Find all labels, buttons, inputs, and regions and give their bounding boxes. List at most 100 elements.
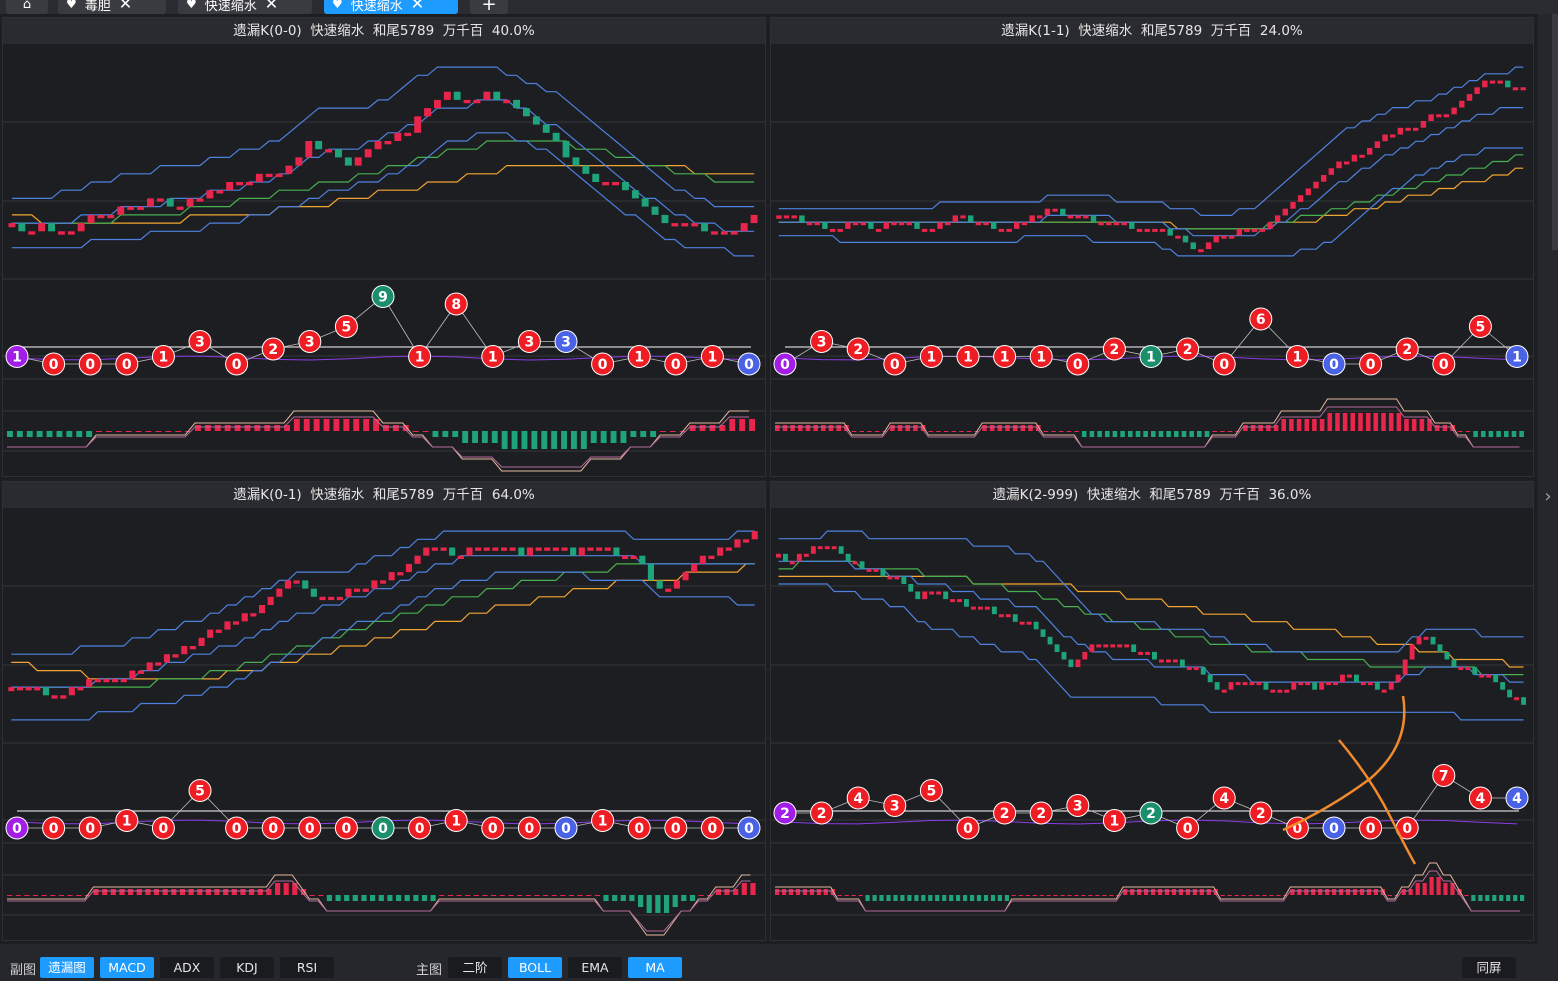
chart-canvas[interactable]: 2 2 4 3 5 0 2 2 3 1 2 0 4 2 0 0 0 0 7 4 4 [771,508,1534,941]
omission-node-value: 1 [451,814,461,830]
macd-bar [1181,431,1187,437]
candle [1167,228,1173,236]
close-icon[interactable]: ✕ [410,0,425,13]
omission-node-value: 1 [1146,350,1156,366]
candle [783,553,788,562]
candle [1374,682,1380,690]
tab-0[interactable]: ♥ 毒胆 ✕ [58,0,166,14]
sub-button-omission[interactable]: 遗漏图 [40,957,94,978]
macd-bar [482,895,488,896]
candle [1198,249,1204,253]
macd-bar [568,895,574,896]
close-icon[interactable]: ✕ [118,0,133,13]
main-button-ema[interactable]: EMA [568,957,622,978]
omission-node [956,345,980,368]
candle [975,222,982,226]
candle [1451,107,1457,115]
candle [1436,114,1442,118]
macd-bar [1381,413,1386,431]
candle [1083,215,1089,219]
candle [1014,222,1020,229]
candle [77,687,84,691]
candle [682,572,689,581]
tab-1[interactable]: ♥ 快速缩水 ✕ [178,0,312,14]
omission-node-value: 0 [12,821,22,837]
omission-node-value: 3 [817,335,827,351]
macd-bar [1457,431,1463,432]
candle [492,547,499,551]
candle [1459,100,1465,108]
add-tab-button[interactable]: + [470,0,508,14]
candle [673,580,680,589]
chart-panel-0[interactable]: 遗漏K(0-0) 快速缩水 和尾5789 万千百 40.0% 1 0 0 0 1 3 0 2 3… [2,17,766,477]
candle [302,580,309,589]
omission-node [115,352,139,376]
candle [1040,629,1046,637]
main-button-ma[interactable]: MA [628,957,682,978]
tab-2-active[interactable]: ♥ 快速缩水 ✕ [324,0,458,14]
close-icon[interactable]: ✕ [264,0,279,13]
macd-bar [921,895,926,901]
candle [1479,674,1485,678]
chart-canvas[interactable]: 1 0 0 0 1 3 0 2 3 5 9 1 8 1 3 3 0 1 0 1 0 [3,44,766,477]
candle [1005,614,1011,618]
macd-bar [638,895,644,907]
candle [224,621,231,630]
omission-node [1505,345,1529,368]
candle [1344,161,1350,165]
omission-node-value: 1 [963,350,973,366]
macd-bar [920,425,926,431]
omission-node [993,345,1017,368]
candle [665,588,672,592]
candle [1321,175,1327,182]
chart-canvas[interactable]: 0 3 2 0 1 1 1 1 0 2 1 2 0 6 1 0 0 2 0 5 1 [771,44,1534,477]
macd-bar [404,895,410,901]
candle [880,568,886,577]
candle [1075,659,1081,668]
macd-bar [1346,889,1351,895]
macd-bar [1319,419,1325,431]
candle [1388,682,1394,690]
sub-button-rsi[interactable]: RSI [280,957,334,978]
candle [354,588,361,592]
candle [656,580,663,589]
tab-home[interactable]: ⌂ [6,0,48,14]
candle [631,190,639,199]
scroll-handle[interactable] [1552,14,1558,250]
sync-screen-button[interactable]: 同屏 [1462,957,1516,978]
macd-bar [719,425,726,431]
macd-bar [1018,895,1023,896]
candle [647,563,654,581]
omission-node [261,337,285,361]
chevron-right-icon[interactable]: › [1544,486,1552,507]
sub-button-macd[interactable]: MACD [100,957,154,978]
macd-bar [1273,425,1279,431]
macd-bar [672,895,678,907]
macd-bar [1081,431,1087,437]
macd-bar [879,895,884,901]
chart-canvas[interactable]: 0 0 0 1 050 0 0 0 0 0 1 0 0 0 1 0 0 0 0 [3,508,766,941]
candle [592,173,600,182]
candle [1068,659,1074,668]
sub-button-adx[interactable]: ADX [160,957,214,978]
candle [957,599,962,603]
candle [1351,154,1358,162]
candle [176,206,184,210]
candle [1413,127,1419,131]
candle [604,547,611,551]
main-button-second-order[interactable]: 二阶 [448,957,502,978]
candle [1098,222,1104,226]
macd-bar [102,889,108,895]
macd-bar [1005,425,1010,431]
sub-button-kdj[interactable]: KDJ [220,957,274,978]
candle [1138,651,1143,655]
candle [776,215,782,219]
boll-lower-line [778,583,1524,721]
candle [681,223,689,227]
omission-node [298,330,322,353]
macd-bar [1332,889,1337,895]
main-button-boll[interactable]: BOLL [508,957,562,978]
